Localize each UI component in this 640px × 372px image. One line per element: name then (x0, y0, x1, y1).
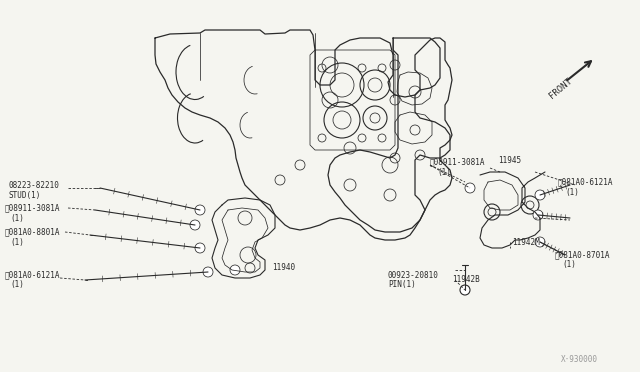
Circle shape (460, 285, 470, 295)
Text: Ⓑ081A0-6121A: Ⓑ081A0-6121A (558, 177, 614, 186)
Circle shape (203, 267, 213, 277)
Circle shape (195, 205, 205, 215)
Text: ⓝ08911-3081A: ⓝ08911-3081A (5, 203, 61, 212)
Circle shape (190, 220, 200, 230)
Text: FRONT: FRONT (548, 76, 574, 100)
Text: (1): (1) (10, 214, 24, 222)
Text: Ⓑ081A0-6121A: Ⓑ081A0-6121A (5, 270, 61, 279)
Text: 00923-20810: 00923-20810 (388, 270, 439, 279)
Circle shape (533, 210, 543, 220)
Text: PIN(1): PIN(1) (388, 280, 416, 289)
Text: (1): (1) (10, 237, 24, 247)
Text: 11940: 11940 (272, 263, 295, 273)
Text: (1): (1) (10, 280, 24, 289)
Text: 11945: 11945 (498, 155, 521, 164)
Circle shape (535, 190, 545, 200)
Text: (1): (1) (565, 187, 579, 196)
Text: 11942M: 11942M (512, 237, 540, 247)
Circle shape (230, 265, 240, 275)
Text: ⓝ08911-3081A: ⓝ08911-3081A (430, 157, 486, 167)
Text: (1): (1) (562, 260, 576, 269)
Circle shape (465, 183, 475, 193)
Text: STUD(1): STUD(1) (8, 190, 40, 199)
Circle shape (195, 243, 205, 253)
Text: Ⓑ081A0-8801A: Ⓑ081A0-8801A (5, 228, 61, 237)
Text: X·930000: X·930000 (561, 356, 598, 365)
Text: 11942B: 11942B (452, 276, 480, 285)
Text: (1): (1) (437, 167, 451, 176)
Text: 08223-82210: 08223-82210 (8, 180, 59, 189)
Text: Ⓑ081A0-8701A: Ⓑ081A0-8701A (555, 250, 611, 260)
Circle shape (535, 237, 545, 247)
